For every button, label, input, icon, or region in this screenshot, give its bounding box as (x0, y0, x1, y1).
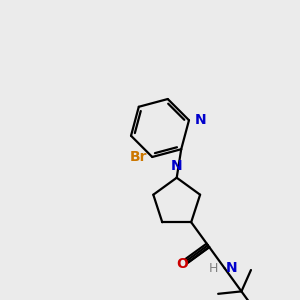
Text: N: N (171, 159, 182, 172)
Text: Br: Br (129, 150, 147, 164)
Text: O: O (176, 257, 188, 271)
Text: N: N (194, 113, 206, 127)
Text: H: H (209, 262, 218, 275)
Text: N: N (225, 261, 237, 275)
